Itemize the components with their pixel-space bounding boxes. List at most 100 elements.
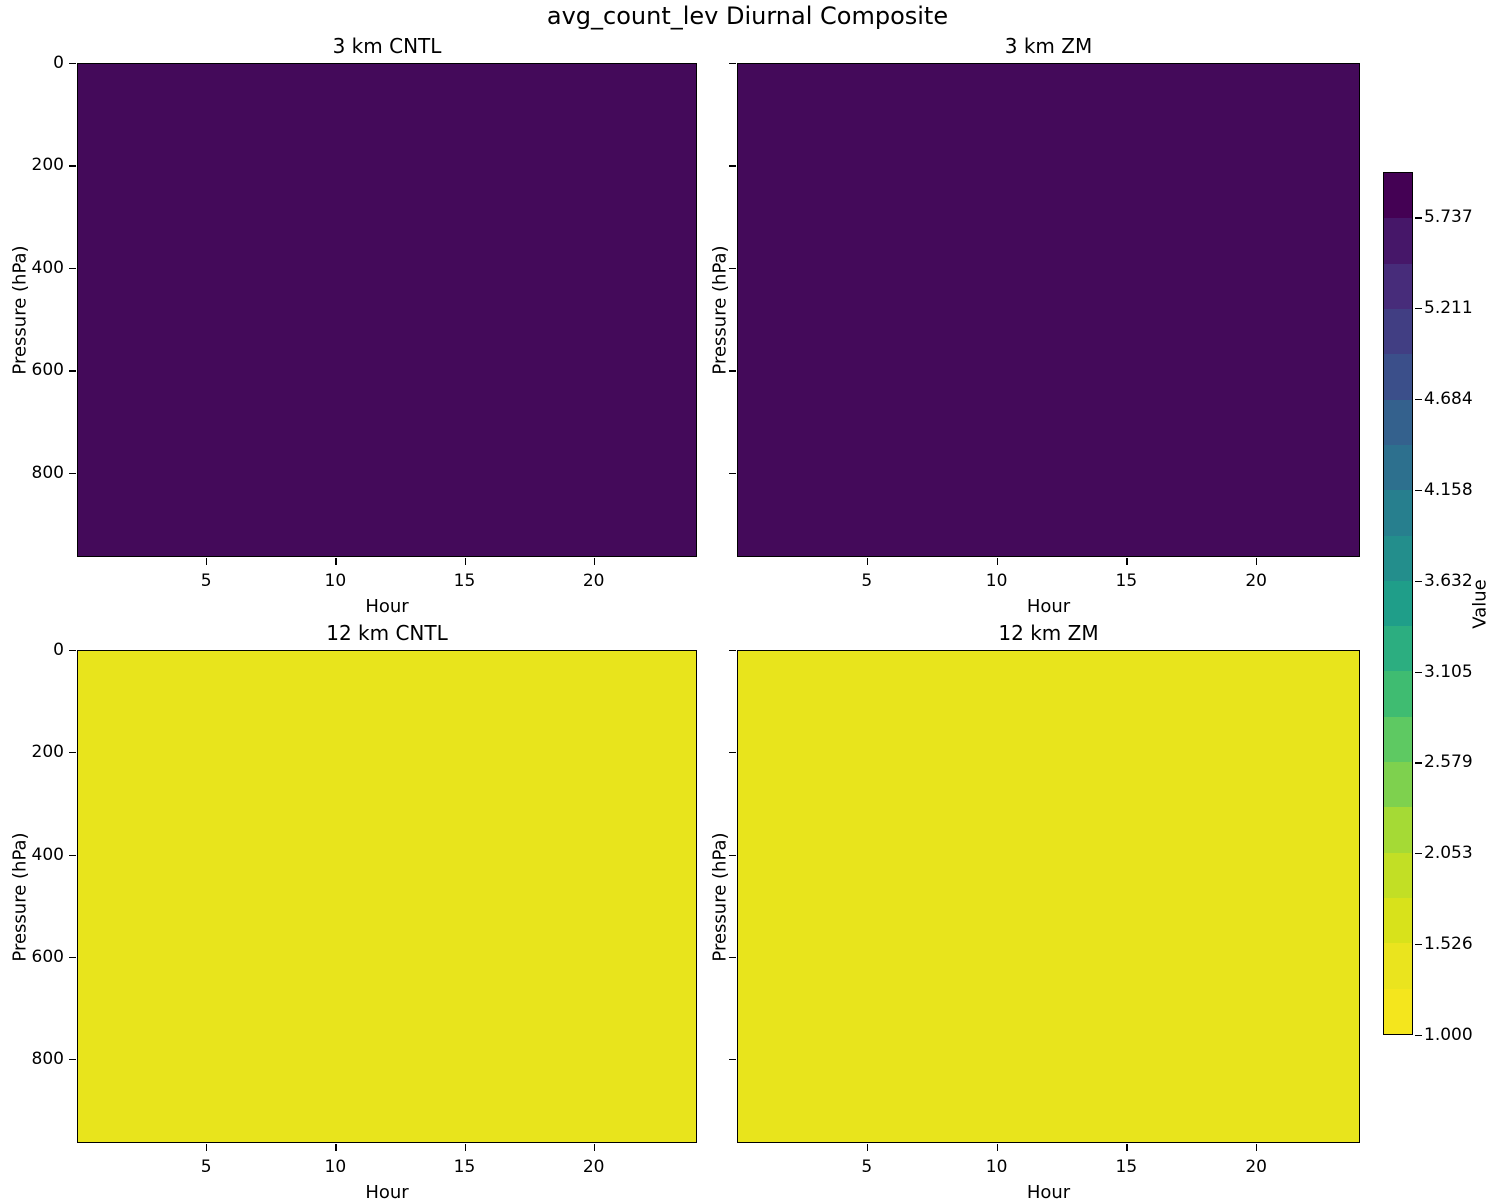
x-tick-mark: [1256, 558, 1258, 565]
x-tick-mark: [206, 558, 208, 565]
x-tick-label: 15: [1115, 571, 1138, 591]
subplot-title: 3 km ZM: [1004, 34, 1093, 58]
colorbar-band: [1384, 988, 1412, 1034]
panel-12km-zm: 12 km ZM Pressure (hPa) Hour 5 10 15 20: [710, 621, 1360, 1200]
colorbar-band: [1384, 218, 1412, 264]
colorbar-band: [1384, 354, 1412, 400]
x-tick-mark: [464, 1144, 466, 1151]
y-tick-label: 200: [31, 742, 64, 763]
x-tick-mark: [206, 1144, 208, 1151]
x-tick-label: 5: [200, 1157, 212, 1177]
x-tick-label: 5: [861, 571, 873, 591]
y-tick-label: 600: [31, 946, 64, 967]
y-tick-mark: [729, 370, 736, 372]
x-tick-label: 20: [1245, 571, 1267, 591]
panel-3km-cntl: 3 km CNTL Pressure (hPa) Hour 5 10 15 20 0 20…: [10, 34, 697, 617]
x-axis-label: Hour: [1026, 596, 1071, 617]
y-tick-label: 800: [31, 462, 64, 483]
colorbar-band: [1384, 626, 1412, 672]
y-tick-label: 400: [31, 844, 64, 865]
y-axis-label: Pressure (hPa): [709, 831, 731, 962]
colorbar-band: [1384, 898, 1412, 944]
x-tick-mark: [996, 1144, 998, 1151]
y-tick-label: 200: [31, 155, 64, 176]
colorbar-tick-mark: [1415, 762, 1422, 764]
figure-title: avg_count_lev Diurnal Composite: [546, 2, 949, 30]
colorbar-band: [1384, 173, 1412, 219]
colorbar-band: [1384, 308, 1412, 355]
y-tick-label: 800: [31, 1049, 64, 1070]
colorbar-band: [1384, 263, 1412, 309]
x-tick-label: 5: [200, 571, 212, 591]
colorbar-tick-mark: [1415, 580, 1422, 582]
x-tick-mark: [866, 558, 868, 565]
heatmap-12km-zm: [737, 650, 1360, 1143]
x-axis-label: Hour: [365, 1182, 409, 1200]
colorbar-band: [1384, 490, 1412, 536]
colorbar-band: [1384, 716, 1412, 763]
x-tick-label: 20: [582, 571, 605, 591]
heatmap-3km-zm: [737, 63, 1360, 557]
heatmap-3km-cntl: [77, 63, 697, 557]
colorbar-band: [1384, 943, 1412, 989]
colorbar-tick-label: 4.158: [1424, 479, 1473, 500]
x-tick-mark: [996, 558, 998, 565]
y-tick-mark: [729, 472, 736, 475]
x-tick-label: 15: [453, 1157, 476, 1177]
y-tick-mark: [69, 1059, 76, 1061]
y-tick-mark: [729, 267, 736, 270]
colorbar-tick-label: 5.737: [1424, 207, 1473, 228]
x-tick-label: 10: [324, 1157, 347, 1177]
colorbar-gradient: [1383, 172, 1413, 1035]
y-tick-mark: [69, 472, 76, 475]
y-tick-mark: [69, 854, 76, 856]
colorbar-tick-label: 1.526: [1424, 934, 1473, 955]
colorbar-band: [1384, 580, 1412, 627]
colorbar-band: [1384, 399, 1412, 445]
y-tick-mark: [729, 752, 736, 754]
x-tick-mark: [593, 558, 595, 565]
heatmap-12km-cntl: [77, 650, 697, 1143]
colorbar-band: [1384, 444, 1412, 491]
colorbar-band: [1384, 852, 1412, 898]
x-tick-label: 20: [1245, 1157, 1267, 1177]
colorbar-band: [1384, 762, 1412, 808]
x-tick-mark: [866, 1144, 868, 1151]
panel-12km-cntl: 12 km CNTL Pressure (hPa) Hour 5 10 15 20 0 2…: [10, 621, 697, 1200]
colorbar-band: [1384, 671, 1412, 717]
y-tick-mark: [729, 854, 736, 856]
colorbar-tick-mark: [1415, 671, 1422, 673]
colorbar-tick-label: 5.211: [1424, 298, 1473, 319]
x-axis-label: Hour: [365, 596, 409, 617]
colorbar-tick-mark: [1415, 489, 1422, 492]
colorbar-band: [1384, 535, 1412, 581]
x-tick-mark: [335, 1144, 337, 1151]
y-tick-label: 600: [31, 360, 64, 381]
colorbar: Value 5.737 5.211 4.684 4.158 3.632 3.105 2.57…: [1383, 172, 1491, 1045]
subplot-title: 12 km ZM: [998, 621, 1099, 645]
colorbar-tick-mark: [1415, 944, 1422, 946]
y-axis-label: Pressure (hPa): [709, 245, 731, 375]
x-tick-label: 15: [1115, 1157, 1138, 1177]
y-tick-mark: [69, 63, 76, 65]
colorbar-tick-mark: [1415, 853, 1422, 855]
y-tick-mark: [729, 165, 736, 167]
x-tick-label: 10: [985, 571, 1008, 591]
colorbar-tick-mark: [1415, 308, 1422, 310]
y-tick-mark: [69, 752, 76, 754]
subplot-title: 3 km CNTL: [332, 34, 442, 58]
colorbar-tick-mark: [1415, 1035, 1422, 1037]
colorbar-tick-mark: [1415, 217, 1422, 219]
y-axis-label: Pressure (hPa): [9, 245, 31, 375]
x-axis-label: Hour: [1026, 1182, 1071, 1200]
y-axis-label: Pressure (hPa): [9, 831, 31, 962]
x-tick-mark: [1256, 1144, 1258, 1151]
colorbar-tick-label: 2.053: [1424, 843, 1473, 864]
panel-3km-zm: 3 km ZM Pressure (hPa) Hour 5 10 15 20: [710, 34, 1360, 617]
x-tick-mark: [335, 558, 337, 565]
x-tick-label: 20: [582, 1157, 605, 1177]
y-tick-mark: [69, 650, 76, 652]
y-tick-mark: [69, 370, 76, 372]
subplot-title: 12 km CNTL: [326, 621, 448, 645]
x-tick-mark: [593, 1144, 595, 1151]
